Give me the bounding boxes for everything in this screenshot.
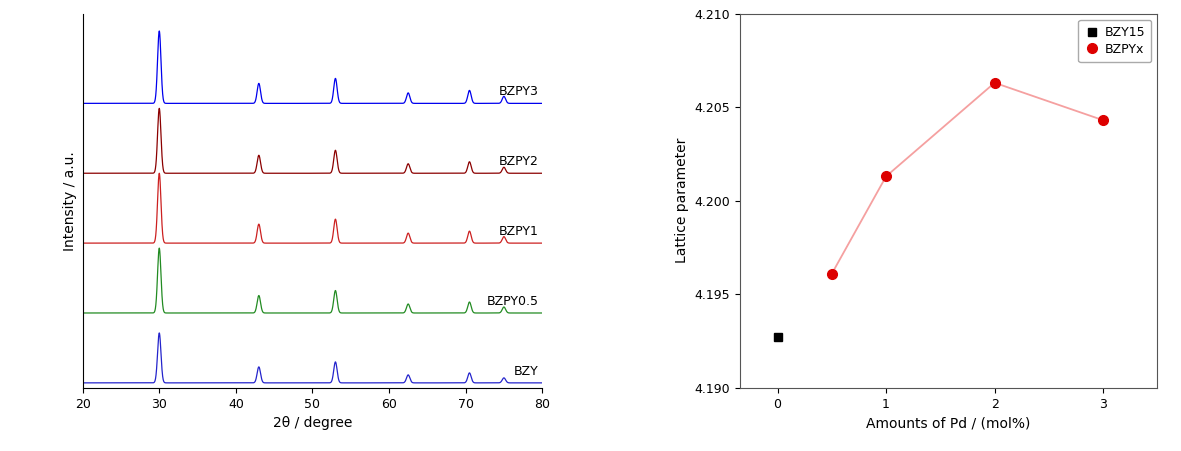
BZPYx: [1096, 118, 1110, 123]
BZPYx: [879, 174, 893, 179]
BZPYx: [824, 271, 839, 276]
Text: BZY: BZY: [514, 365, 539, 378]
Text: BZPY0.5: BZPY0.5: [487, 295, 539, 308]
Y-axis label: Intensity / a.u.: Intensity / a.u.: [63, 151, 77, 251]
Text: BZPY3: BZPY3: [498, 85, 539, 98]
BZPYx: [987, 80, 1001, 86]
Text: BZPY2: BZPY2: [498, 155, 539, 168]
Text: BZPY1: BZPY1: [498, 225, 539, 238]
X-axis label: 2θ / degree: 2θ / degree: [273, 416, 352, 430]
Y-axis label: Lattice parameter: Lattice parameter: [674, 138, 689, 263]
X-axis label: Amounts of Pd / (mol%): Amounts of Pd / (mol%): [867, 416, 1031, 430]
Line: BZPYx: BZPYx: [827, 78, 1108, 279]
Legend: BZY15, BZPYx: BZY15, BZPYx: [1078, 20, 1151, 62]
